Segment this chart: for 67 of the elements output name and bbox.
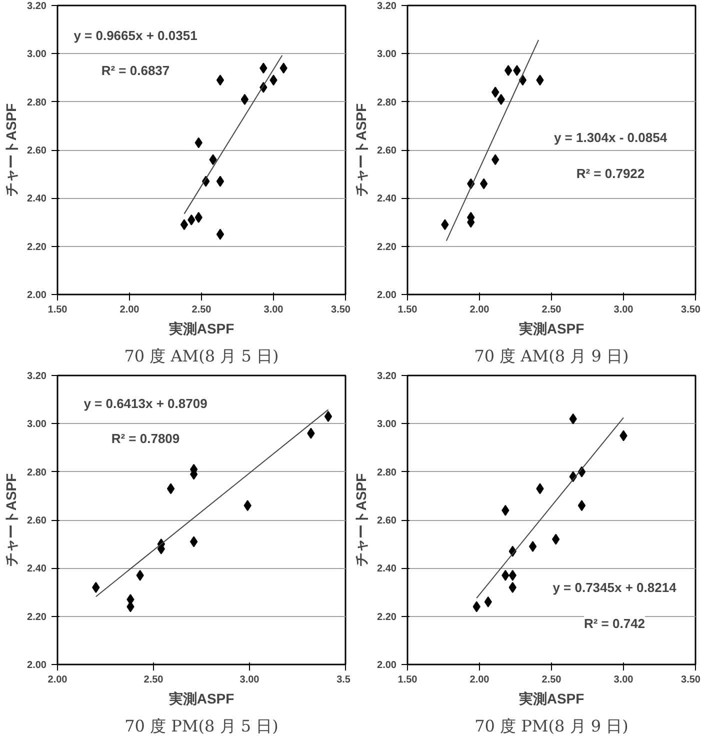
y-tick-label: 2.20 bbox=[377, 612, 397, 623]
x-tick-label: 2.00 bbox=[48, 674, 68, 686]
y-tick-label: 3.20 bbox=[377, 1, 397, 12]
x-tick-label: 3.50 bbox=[681, 304, 701, 316]
annotation: R² = 0.742 bbox=[584, 616, 646, 631]
y-tick-label: 3.20 bbox=[27, 371, 47, 382]
x-tick-label: 3.00 bbox=[614, 674, 634, 686]
y-axis-title: チャートASPF bbox=[3, 472, 20, 567]
text: 70 度 PM(8 月 9 日) bbox=[474, 716, 628, 736]
x-tick-label: 3.00 bbox=[240, 674, 260, 686]
y-tick-label: 2.80 bbox=[27, 97, 47, 108]
y-tick-label: 3.00 bbox=[27, 419, 47, 430]
y-tick-label: 3.00 bbox=[377, 419, 397, 430]
x-tick-label: 3.00 bbox=[264, 304, 284, 316]
y-tick-label: 2.00 bbox=[377, 660, 397, 671]
y-axis-title: チャートASPF bbox=[3, 102, 20, 197]
x-tick-label: 3.5 bbox=[336, 674, 351, 686]
x-tick-label: 2.50 bbox=[192, 304, 212, 316]
y-tick-label: 2.60 bbox=[27, 516, 47, 526]
y-tick-label: 2.40 bbox=[377, 564, 397, 575]
x-tick-label: 1.50 bbox=[398, 674, 418, 686]
y-tick-label: 2.20 bbox=[27, 242, 47, 253]
y-tick-label: 2.60 bbox=[27, 146, 47, 156]
text: 70 度 AM(8 月 5 日) bbox=[124, 346, 279, 366]
annotation: y = 0.9665x + 0.0351 bbox=[74, 28, 198, 43]
y-tick-label: 2.80 bbox=[377, 467, 397, 478]
x-tick-label: 2.00 bbox=[470, 674, 490, 686]
annotation: R² = 0.7922 bbox=[576, 166, 645, 181]
x-axis-title: 実測ASPF bbox=[518, 320, 585, 336]
y-tick-label: 2.40 bbox=[377, 194, 397, 205]
x-tick-label: 1.50 bbox=[48, 304, 68, 316]
y-tick-label: 2.20 bbox=[377, 242, 397, 253]
text: 70 度 PM(8 月 5 日) bbox=[124, 716, 278, 736]
x-tick-label: 3.00 bbox=[614, 304, 634, 316]
y-tick-label: 3.20 bbox=[27, 1, 47, 12]
text: 70 度 AM(8 月 9 日) bbox=[474, 346, 629, 366]
x-axis-title: 実測ASPF bbox=[168, 690, 235, 706]
annotation: y = 0.6413x + 0.8709 bbox=[84, 396, 208, 411]
y-tick-label: 3.00 bbox=[27, 49, 47, 60]
x-tick-label: 1.50 bbox=[398, 304, 418, 316]
x-axis-title: 実測ASPF bbox=[168, 320, 235, 336]
y-tick-label: 2.00 bbox=[27, 290, 47, 301]
y-tick-label: 3.00 bbox=[377, 49, 397, 60]
y-tick-label: 2.00 bbox=[377, 290, 397, 301]
y-tick-label: 2.20 bbox=[27, 612, 47, 623]
y-axis-title: チャートASPF bbox=[353, 472, 370, 567]
y-tick-label: 2.60 bbox=[377, 516, 397, 526]
x-tick-label: 2.50 bbox=[144, 674, 164, 686]
x-tick-label: 3.50 bbox=[331, 304, 351, 316]
y-tick-label: 2.00 bbox=[27, 660, 47, 671]
y-tick-label: 2.80 bbox=[27, 467, 47, 478]
x-tick-label: 2.00 bbox=[120, 304, 140, 316]
x-tick-label: 2.50 bbox=[542, 304, 562, 316]
annotation: R² = 0.7809 bbox=[111, 431, 180, 446]
y-tick-label: 2.80 bbox=[377, 97, 397, 108]
y-axis-title: チャートASPF bbox=[353, 102, 370, 197]
x-tick-label: 3.50 bbox=[681, 674, 701, 686]
annotation: R² = 0.6837 bbox=[101, 63, 170, 78]
annotation: y = 1.304x - 0.0854 bbox=[554, 130, 668, 145]
x-tick-label: 2.00 bbox=[470, 304, 490, 316]
annotation: y = 0.7345x + 0.8214 bbox=[552, 580, 678, 595]
x-axis-title: 実測ASPF bbox=[518, 690, 585, 706]
y-tick-label: 2.40 bbox=[27, 564, 47, 575]
y-tick-label: 3.20 bbox=[377, 371, 397, 382]
x-tick-label: 2.50 bbox=[542, 674, 562, 686]
y-tick-label: 2.40 bbox=[27, 194, 47, 205]
y-tick-label: 2.60 bbox=[377, 146, 397, 156]
